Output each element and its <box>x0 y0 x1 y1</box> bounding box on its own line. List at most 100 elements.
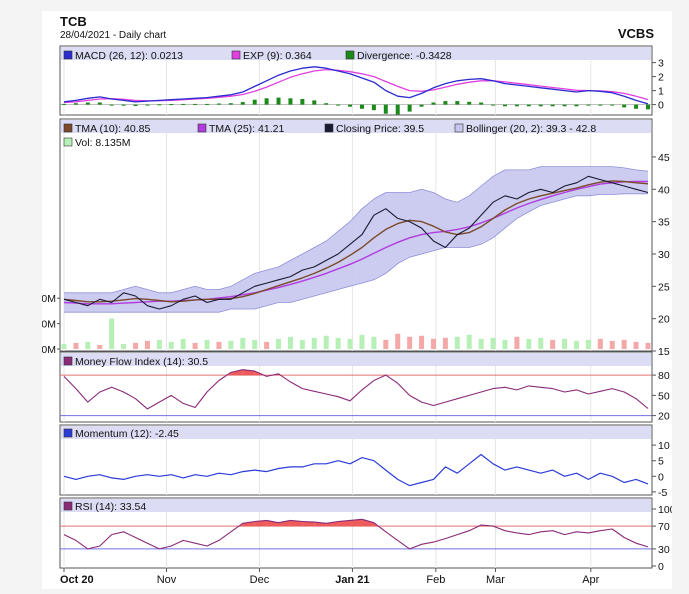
rsi-legend-band <box>61 499 651 512</box>
divergence-bar <box>228 103 233 105</box>
x-tick-label: Feb <box>426 574 445 586</box>
price-tick-label: 40 <box>658 184 670 196</box>
x-tick-label: Jan 21 <box>335 574 369 586</box>
volume-bar <box>359 334 365 349</box>
volume-tick-label: 100M <box>42 293 56 305</box>
volume-bar <box>514 336 520 349</box>
divergence-bar <box>264 98 269 105</box>
macd-tick-label: 3 <box>658 58 664 70</box>
volume-bar <box>454 336 460 349</box>
volume-bar <box>204 339 210 349</box>
x-tick-label: Oct 20 <box>60 574 94 586</box>
divergence-legend-swatch <box>345 50 355 60</box>
volume-bar <box>311 337 317 349</box>
bollinger-lower <box>64 193 648 313</box>
volume-bar <box>97 344 103 349</box>
rsi-legend-label: RSI (14): 33.54 <box>75 501 146 513</box>
rsi-tick-label: 100 <box>658 504 672 516</box>
bollinger-upper <box>64 166 649 294</box>
momentum-line <box>63 453 649 487</box>
chart-area: TCB 28/04/2021 - Daily chart VCBS MACD (… <box>30 11 676 589</box>
volume-bar <box>526 338 532 349</box>
divergence-bar <box>145 104 150 106</box>
momentum-tick-label: 5 <box>658 456 664 468</box>
divergence-bar <box>562 104 567 107</box>
divergence-bar <box>371 104 376 111</box>
divergence-bar <box>443 101 448 105</box>
exp-legend-swatch <box>231 50 241 60</box>
divergence-bar <box>193 103 198 105</box>
tma25-legend-label: TMA (25): 41.21 <box>209 123 284 135</box>
divergence-bar <box>252 99 257 105</box>
divergence-bar <box>526 104 531 107</box>
divergence-bar <box>634 104 639 109</box>
volume-bar <box>502 339 508 349</box>
volume-bar <box>419 335 425 349</box>
tma25-legend-swatch <box>197 123 207 133</box>
volume-bar <box>442 337 448 349</box>
volume-bar <box>430 338 436 349</box>
divergence-bar <box>121 104 126 106</box>
volume-bar <box>156 339 162 349</box>
volume-legend-label: Vol: 8.135M <box>75 137 130 149</box>
divergence-bar <box>479 102 484 105</box>
mfi-tick-label: 80 <box>658 370 670 382</box>
divergence-bar <box>205 103 210 105</box>
mfi-legend-band <box>61 353 651 366</box>
rsi-overbought-fill <box>338 520 351 527</box>
momentum-legend-label: Momentum (12): -2.45 <box>75 428 179 440</box>
volume-bar <box>490 337 496 349</box>
volume-bar <box>335 337 341 349</box>
bollinger-legend-swatch <box>454 123 464 133</box>
rsi-line <box>63 518 649 550</box>
volume-bar <box>621 339 627 349</box>
divergence-bar <box>85 102 90 105</box>
divergence-bar <box>73 103 78 105</box>
price-tick-label: 20 <box>658 314 670 326</box>
price-tick-label: 15 <box>658 346 670 358</box>
rsi-overbought-fill <box>254 520 267 527</box>
tma10-legend-swatch <box>63 123 73 133</box>
volume-bar <box>73 342 79 349</box>
mfi-legend-swatch <box>63 356 73 366</box>
mfi-tick-label: 50 <box>658 390 670 402</box>
price-legend-band <box>61 120 651 133</box>
x-tick-label: Nov <box>157 574 177 586</box>
divergence-bar <box>336 104 341 106</box>
bollinger-legend-label: Bollinger (20, 2): 39.3 - 42.8 <box>466 123 596 135</box>
x-tick-label: Apr <box>582 574 599 586</box>
divergence-bar <box>62 103 66 105</box>
divergence-bar <box>133 104 138 106</box>
divergence-bar <box>586 104 591 106</box>
volume-bar <box>192 342 198 349</box>
closing-price-legend-label: Closing Price: 39.5 <box>336 123 424 135</box>
divergence-bar <box>574 104 579 107</box>
macd-line <box>63 66 649 105</box>
volume-bar <box>240 337 246 349</box>
x-tick-label: Dec <box>250 574 270 586</box>
macd-legend-label: MACD (26, 12): 0.0213 <box>75 50 183 62</box>
volume-bar <box>478 338 484 349</box>
tma10-legend-label: TMA (10): 40.85 <box>75 123 150 135</box>
rsi-overbought-fill <box>278 520 291 527</box>
volume-bar <box>466 334 472 349</box>
volume-bar <box>299 339 305 349</box>
divergence-bar <box>359 104 364 109</box>
volume-bar <box>121 343 127 349</box>
volume-bar <box>133 342 139 349</box>
rsi-tick-label: 70 <box>658 521 670 533</box>
rsi-tick-label: 0 <box>658 561 664 573</box>
divergence-bar <box>312 100 317 105</box>
volume-bar <box>633 341 639 349</box>
volume-bar <box>645 342 651 349</box>
divergence-bar <box>97 102 102 105</box>
volume-bar <box>395 333 401 349</box>
divergence-bar <box>276 97 281 105</box>
volume-bar <box>609 340 615 349</box>
mfi-overbought-fill <box>230 369 243 376</box>
divergence-bar <box>383 104 388 114</box>
divergence-bar <box>181 103 186 105</box>
divergence-bar <box>646 104 650 110</box>
rsi-overbought-fill <box>242 521 255 527</box>
divergence-bar <box>491 104 496 106</box>
